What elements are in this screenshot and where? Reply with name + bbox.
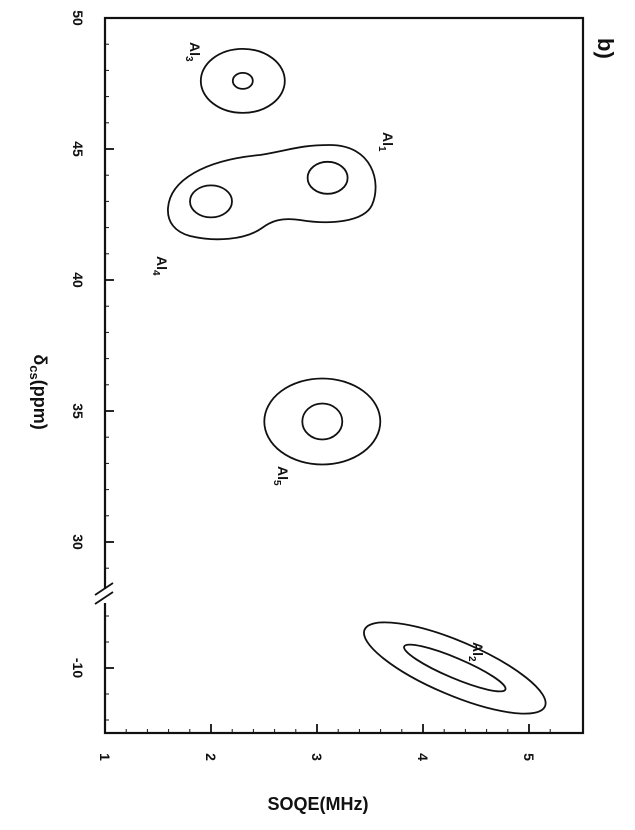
peak-label-Al4: Al4 — [150, 256, 170, 276]
axis-break-mark — [94, 591, 114, 605]
contour-outer-Al3 — [199, 47, 286, 114]
y-tick-label-30: 30 — [70, 534, 86, 550]
peak-label-sub: 2 — [466, 656, 477, 662]
peak-label-Al1: Al1 — [376, 132, 396, 152]
contour-outer-Al2 — [363, 621, 547, 715]
peak-label-sub: 3 — [183, 56, 194, 62]
contour-inner-Al4 — [189, 184, 233, 219]
contour-inner-Al5 — [301, 402, 344, 441]
peak-label-main: Al — [154, 256, 170, 270]
contour-outer-Al1-Al4 — [167, 144, 377, 241]
panel-label: b) — [593, 38, 618, 59]
contour-inner-Al1 — [306, 160, 349, 195]
plot-frame — [103, 16, 585, 735]
y-tick-label-45: 45 — [70, 141, 86, 157]
x-tick-label-1: 1 — [97, 753, 113, 761]
y-axis-title-unit: (ppm) — [30, 380, 50, 430]
x-tick-label-5: 5 — [521, 753, 537, 761]
y-tick-label-40: 40 — [70, 272, 86, 288]
peak-label-main: Al — [275, 466, 291, 480]
contour-outer-Al5 — [263, 377, 382, 466]
contour-inner-Al3 — [231, 71, 254, 90]
peak-label-Al5: Al5 — [271, 466, 291, 486]
y-tick-label--10: -10 — [70, 658, 86, 678]
x-tick-label-2: 2 — [203, 753, 219, 761]
contour-inner-Al2 — [403, 643, 507, 693]
peak-label-sub: 1 — [376, 146, 387, 152]
x-axis-title: SOQE(MHz) — [268, 794, 369, 814]
y-tick-label-50: 50 — [70, 10, 86, 26]
x-tick-label-4: 4 — [415, 753, 431, 761]
peak-label-main: Al — [470, 642, 486, 656]
peak-label-main: Al — [187, 42, 203, 56]
y-axis-title-sub: cs — [27, 365, 42, 379]
x-tick-label-3: 3 — [309, 753, 325, 761]
peak-label-sub: 4 — [150, 270, 161, 276]
y-axis-title: δcs(ppm) — [27, 354, 50, 429]
peak-label-sub: 5 — [271, 480, 282, 486]
axis-break-mark — [94, 582, 114, 596]
peak-label-Al3: Al3 — [183, 42, 203, 62]
peak-label-main: Al — [380, 132, 396, 146]
y-axis-title-main: δ — [30, 354, 50, 365]
peak-label-Al2: Al2 — [466, 642, 486, 662]
contour-lines — [167, 47, 547, 715]
y-tick-label-35: 35 — [70, 403, 86, 419]
